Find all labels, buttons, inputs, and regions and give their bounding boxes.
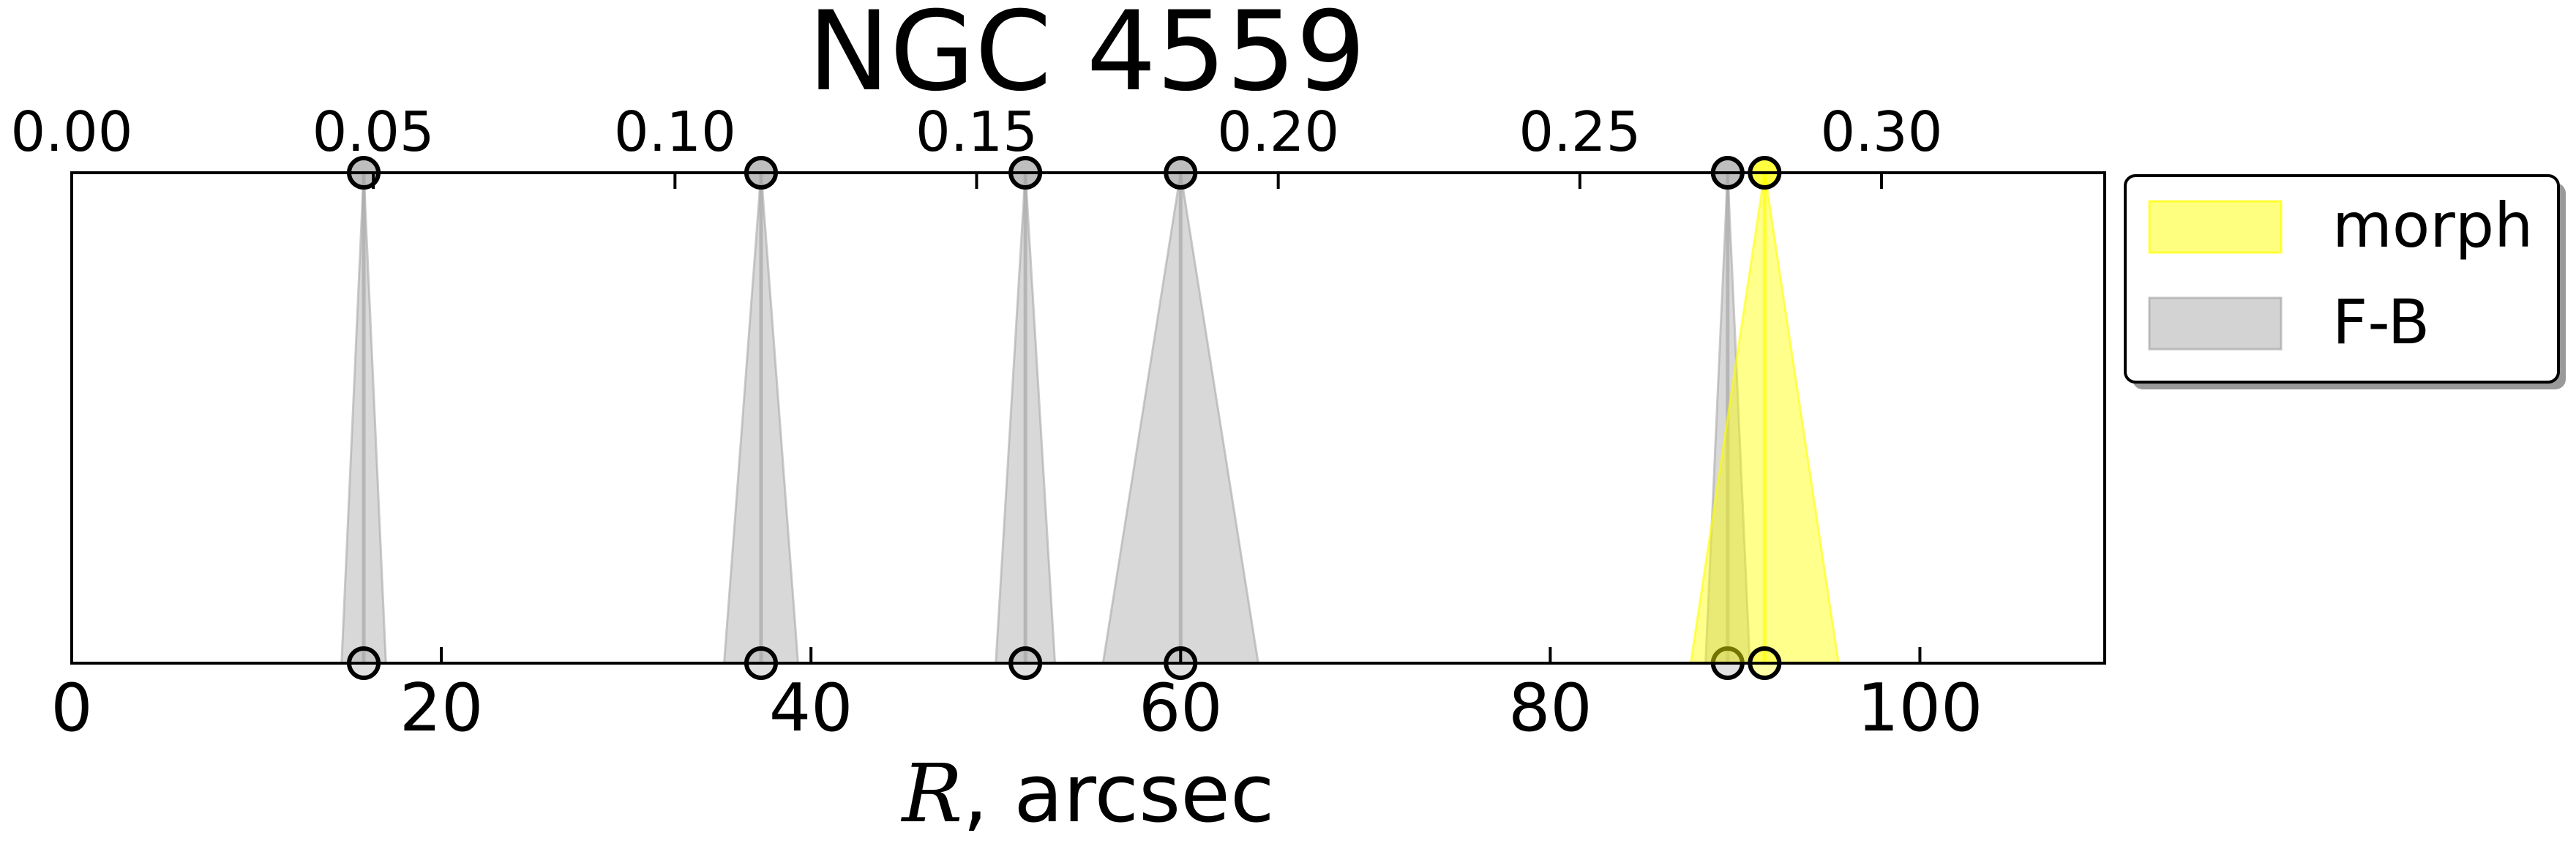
band-f-b (722, 156, 800, 680)
x-axis-label-variable: R (901, 747, 963, 840)
x-tick-label: 80 (1508, 670, 1592, 747)
chart-marks (340, 156, 1841, 680)
x-axis-label-unit: , arcsec (962, 747, 1274, 840)
x-tick-label: 60 (1139, 670, 1223, 747)
legend-label-morph: morph (2332, 190, 2533, 261)
top-x-tick-label: 0.10 (614, 100, 736, 164)
x-tick-label: 100 (1857, 670, 1983, 747)
axis-ticks: 0 20 40 60 80 100 0.00 0.05 0.10 0.15 0.20 0.25 0.30 (11, 100, 1983, 747)
top-x-tick-label: 0.05 (312, 100, 435, 164)
legend-swatch-morph (2148, 200, 2283, 254)
top-x-tick-label: 0.15 (916, 100, 1038, 164)
band-f-b (1101, 156, 1260, 680)
x-tick-label: 20 (400, 670, 484, 747)
legend-swatch-f-b (2148, 296, 2283, 351)
x-tick-label: 0 (50, 670, 92, 747)
plot-frame (70, 171, 2106, 665)
top-x-tick-label: 0.30 (1820, 100, 1942, 164)
top-x-tick-label: 0.25 (1519, 100, 1641, 164)
top-x-tick-label: 0.20 (1217, 100, 1339, 164)
x-axis-label: R, arcsec (901, 747, 1275, 840)
x-tick-label: 40 (769, 670, 853, 747)
legend: morph F-B (2124, 174, 2566, 389)
band-f-b (995, 156, 1057, 680)
chart-title: NGC 4559 (808, 0, 1366, 116)
band-f-b (340, 156, 387, 680)
band-morph (1689, 156, 1841, 680)
top-x-tick-label: 0.00 (11, 100, 133, 164)
legend-label-f-b: F-B (2332, 286, 2430, 358)
